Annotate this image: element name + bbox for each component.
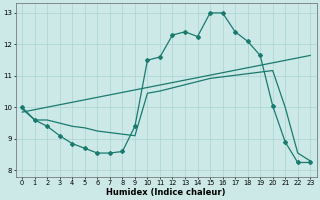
X-axis label: Humidex (Indice chaleur): Humidex (Indice chaleur) — [107, 188, 226, 197]
